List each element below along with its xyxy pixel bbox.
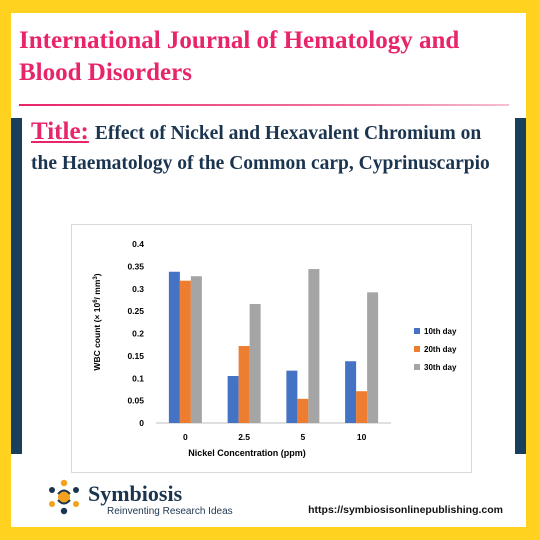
y-tick-label: 0.15 [127,351,144,361]
y-tick-label: 0.2 [132,329,144,339]
x-tick-label: 10 [357,432,367,442]
bar-30th-day-5 [308,269,320,423]
y-tick-label: 0.4 [132,239,144,249]
x-axis-label: Nickel Concentration (ppm) [188,448,306,458]
journal-title: International Journal of Hematology and … [19,25,509,89]
wbc-bar-chart: 0 0.05 0.1 0.15 0.2 0.25 0.3 0.35 0.4 0 2.5 5 10 Ni… [71,224,472,473]
brand-name: Symbiosis [88,481,183,506]
journal-title-line-1: International Journal of Hematology and [19,27,460,54]
y-tick-label: 0 [139,418,144,428]
website-link[interactable]: https://symbiosisonlinepublishing.com [308,504,503,516]
y-label-suffix: ) [92,273,102,276]
right-accent-bar [515,118,526,454]
x-tick-label: 0 [183,432,188,442]
symbiosis-logo-icon [49,479,79,515]
bar-20th-day-10 [356,391,368,423]
left-accent-bar [11,118,22,454]
y-tick-label: 0.25 [127,306,144,316]
footer: Symbiosis Reinventing Research Ideas htt… [11,471,526,527]
bar-10th-day-5 [286,370,298,423]
bar-30th-day-10 [367,292,379,423]
y-axis-ticks: 0 0.05 0.1 0.15 0.2 0.25 0.3 0.35 0.4 [127,239,144,428]
bar-30th-day-0 [190,276,202,423]
legend-swatch [414,346,420,352]
x-axis-ticks: 0 2.5 5 10 [183,432,367,442]
legend-swatch [414,364,420,370]
journal-title-rule [19,104,509,106]
y-tick-label: 0.1 [132,373,144,383]
poster-card: International Journal of Hematology and … [11,13,526,527]
article-title: Title: Effect of Nickel and Hexavalent Ch… [31,117,509,179]
bar-20th-day-0 [179,280,191,423]
chart-canvas: 0 0.05 0.1 0.15 0.2 0.25 0.3 0.35 0.4 0 2.5 5 10 Ni… [92,239,457,458]
legend-label: 10th day [424,327,457,336]
bar-30th-day-2.5 [249,303,261,423]
title-label: Title: [31,118,89,145]
title-text: Effect of Nickel and Hexavalent Chromium… [31,123,490,174]
y-tick-label: 0.35 [127,261,144,271]
legend-label: 20th day [424,345,457,354]
y-label-exp-1: 6 [93,299,99,303]
bar-10th-day-10 [345,361,357,423]
journal-title-line-2: Blood Disorders [19,59,192,86]
y-tick-label: 0.05 [127,396,144,406]
legend-label: 30th day [424,363,457,372]
x-tick-label: 2.5 [238,432,250,442]
bars [168,269,379,423]
y-label-exp-2: 3 [93,276,99,280]
brand-tagline: Reinventing Research Ideas [107,506,233,517]
y-tick-label: 0.3 [132,284,144,294]
y-label-mid: / mm [92,279,102,299]
y-axis-label: WBC count (× 106/ mm3) [92,273,102,370]
bar-10th-day-2.5 [227,376,239,423]
legend: 10th day 20th day 30th day [414,327,457,372]
bar-20th-day-2.5 [238,346,250,423]
legend-swatch [414,328,420,334]
bar-20th-day-5 [297,398,309,423]
y-label-prefix: WBC count (× 10 [92,303,102,371]
x-tick-label: 5 [301,432,306,442]
bar-10th-day-0 [168,271,180,423]
